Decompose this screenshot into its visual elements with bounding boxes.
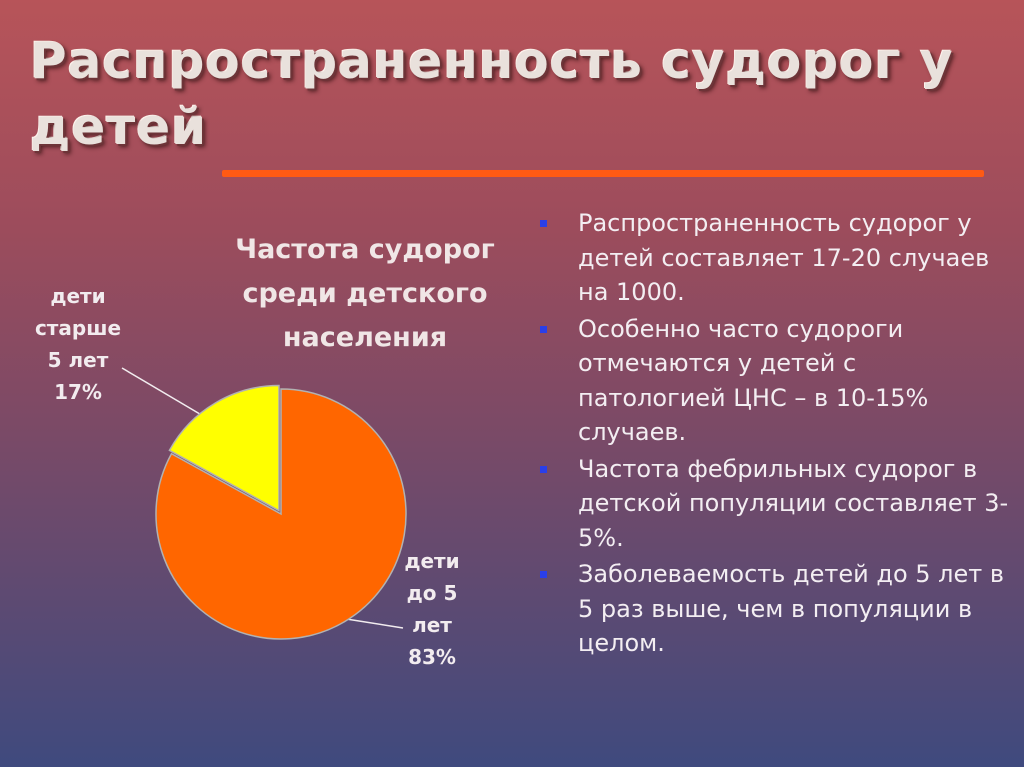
square-bullet-icon bbox=[540, 465, 547, 473]
slice-label-younger: дети до 5 лет 83% bbox=[392, 545, 472, 673]
bullet-item: Распространенность судорог у детей соста… bbox=[540, 206, 1010, 310]
bullet-item: Заболеваемость детей до 5 лет в 5 раз вы… bbox=[540, 557, 1010, 661]
bullet-text: Заболеваемость детей до 5 лет в 5 раз вы… bbox=[578, 560, 1005, 657]
slice-label-older: дети старше 5 лет 17% bbox=[18, 280, 138, 408]
leader-line-older bbox=[121, 367, 211, 421]
slice-label-younger-line-2: до 5 bbox=[406, 581, 458, 605]
bullet-text: Частота фебрильных судорог в детской поп… bbox=[578, 454, 1009, 552]
slice-value-older: 17% bbox=[54, 380, 102, 404]
square-bullet-icon bbox=[540, 220, 547, 227]
slide-title: Распространенность судорог у детей bbox=[30, 32, 954, 156]
pie-slice-older bbox=[168, 384, 280, 512]
square-bullet-icon bbox=[540, 325, 547, 333]
bullet-text: Особенно часто судороги отмечаются у дет… bbox=[578, 314, 929, 447]
title-underline bbox=[222, 170, 984, 177]
slice-value-younger: 83% bbox=[408, 645, 456, 669]
bullet-item: Частота фебрильных судорог в детской поп… bbox=[540, 452, 1010, 556]
leader-line-younger bbox=[339, 617, 404, 629]
square-bullet-icon bbox=[540, 571, 547, 578]
slice-label-younger-line-3: лет bbox=[412, 613, 452, 637]
bullet-text: Распространенность судорог у детей соста… bbox=[578, 209, 990, 306]
slice-label-older-line-3: 5 лет bbox=[47, 348, 109, 372]
pie-slice-younger bbox=[155, 388, 407, 640]
slice-label-older-line-1: дети bbox=[50, 284, 106, 308]
bullet-list: Распространенность судорог у детей соста… bbox=[540, 206, 1010, 663]
slice-label-older-line-2: старше bbox=[34, 316, 122, 340]
chart-title: Частота судорог среди детского населения bbox=[235, 234, 495, 353]
bullet-item: Особенно часто судороги отмечаются у дет… bbox=[540, 312, 1010, 450]
slice-label-younger-line-1: дети bbox=[404, 549, 460, 573]
